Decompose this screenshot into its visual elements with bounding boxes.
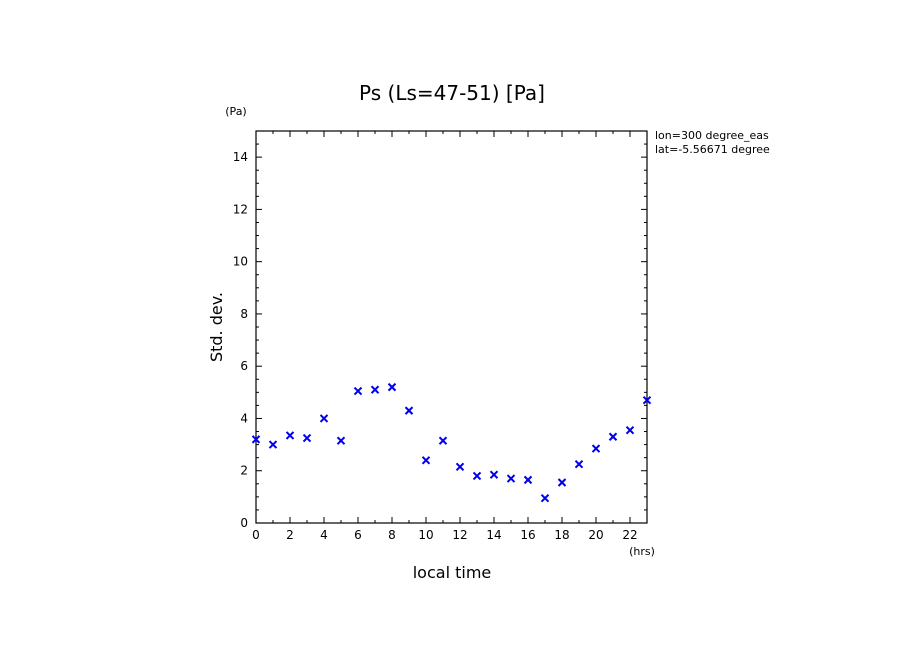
data-point-stroke: [353, 386, 363, 396]
data-point-stroke: [642, 395, 652, 405]
data-point: [608, 432, 618, 441]
data-point: [421, 456, 431, 465]
data-point: [574, 459, 584, 469]
data-point: [540, 493, 550, 503]
data-point: [285, 431, 295, 440]
x-tick-label: 4: [320, 528, 328, 542]
x-tick-label: 18: [554, 528, 569, 542]
y-tick-label: 14: [233, 150, 248, 164]
x-axis-label: local time: [413, 563, 492, 582]
data-point-stroke: [455, 462, 465, 472]
x-tick-label: 16: [520, 528, 535, 542]
data-point: [319, 414, 329, 423]
y-tick-label: 6: [240, 359, 248, 373]
x-tick-label: 14: [486, 528, 501, 542]
data-point: [370, 385, 380, 394]
x-tick-label: 12: [452, 528, 467, 542]
data-point-stroke: [268, 440, 278, 449]
y-tick-label: 2: [240, 464, 248, 478]
x-tick-label: 10: [418, 528, 433, 542]
data-point: [489, 470, 499, 479]
data-point-stroke: [387, 382, 397, 392]
y-tick-label: 4: [240, 411, 248, 425]
plot-frame: [255, 130, 648, 524]
data-point: [472, 471, 482, 481]
data-point-stroke: [285, 431, 295, 440]
data-point: [268, 440, 278, 449]
data-point-stroke: [336, 436, 346, 445]
data-points: [251, 382, 652, 503]
data-point-stroke: [489, 470, 499, 479]
y-axis-ticks: 0 2 4 6 8 10 12 14: [233, 130, 647, 530]
data-point-stroke: [302, 433, 312, 443]
data-point: [506, 474, 516, 483]
data-point-stroke: [591, 444, 601, 453]
y-tick-label: 12: [233, 202, 248, 216]
data-point-stroke: [608, 432, 618, 441]
y-tick-label: 10: [233, 255, 248, 269]
annotation-lon: lon=300 degree_eas: [655, 129, 769, 142]
data-point-stroke: [574, 459, 584, 469]
data-point-stroke: [404, 406, 414, 415]
data-point: [625, 426, 635, 435]
data-point: [302, 433, 312, 443]
x-tick-label: 6: [354, 528, 362, 542]
data-point-stroke: [438, 436, 448, 445]
data-point: [523, 475, 533, 485]
data-point: [557, 478, 567, 487]
data-point: [438, 436, 448, 445]
x-tick-label: 22: [622, 528, 637, 542]
y-unit-label: (Pa): [225, 105, 246, 118]
x-tick-label: 20: [588, 528, 603, 542]
data-point: [642, 395, 652, 405]
x-axis-ticks: 0 2 4 6 8 10 12 14 16 18 20 22: [252, 131, 648, 542]
data-point-stroke: [319, 414, 329, 423]
data-point-stroke: [472, 471, 482, 481]
data-point: [251, 435, 261, 444]
y-tick-label: 0: [240, 516, 248, 530]
data-point-stroke: [557, 478, 567, 487]
chart-title: Ps (Ls=47-51) [Pa]: [359, 81, 545, 105]
x-unit-label: (hrs): [629, 545, 655, 558]
y-axis-label: Std. dev.: [207, 292, 226, 362]
y-tick-label: 8: [240, 307, 248, 321]
data-point-stroke: [625, 426, 635, 435]
data-point: [353, 386, 363, 396]
data-point: [591, 444, 601, 453]
data-point-stroke: [251, 435, 261, 444]
data-point-stroke: [540, 493, 550, 503]
data-point-stroke: [421, 456, 431, 465]
x-tick-label: 8: [388, 528, 396, 542]
x-tick-label: 2: [286, 528, 294, 542]
data-point: [387, 382, 397, 392]
annotation-lat: lat=-5.56671 degree: [655, 143, 770, 156]
data-point: [404, 406, 414, 415]
data-point: [455, 462, 465, 472]
data-point: [336, 436, 346, 445]
x-tick-label: 0: [252, 528, 260, 542]
data-point-stroke: [506, 474, 516, 483]
data-point-stroke: [370, 385, 380, 394]
data-point-stroke: [523, 475, 533, 485]
